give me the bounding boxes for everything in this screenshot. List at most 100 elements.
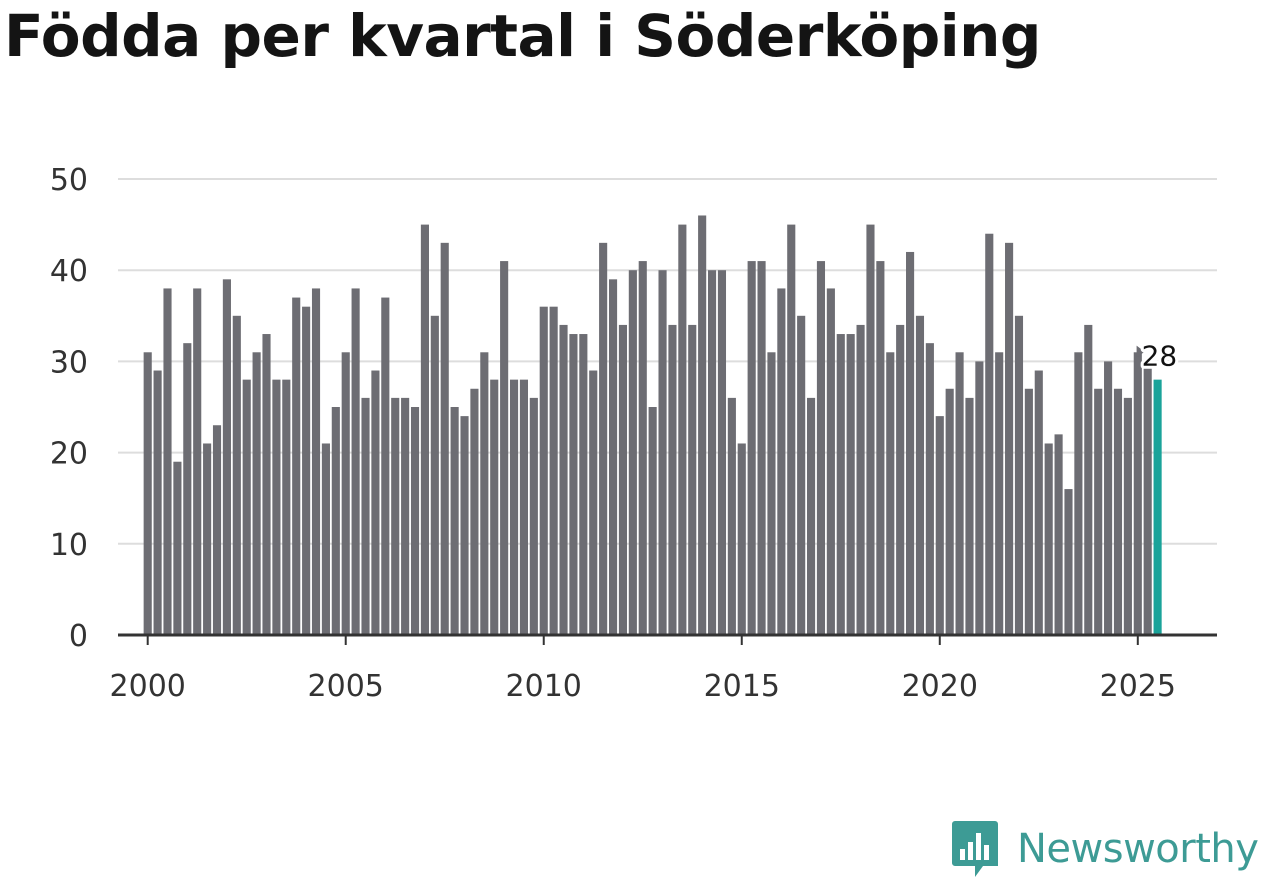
bar: [1005, 242, 1014, 635]
y-tick-label: 0: [69, 619, 88, 654]
bar: [519, 379, 528, 635]
bar: [292, 297, 301, 635]
bar: [252, 352, 261, 635]
y-tick-label: 10: [50, 528, 88, 563]
bar: [648, 407, 657, 635]
bar: [232, 315, 241, 635]
bar: [1084, 324, 1093, 635]
bar: [450, 407, 459, 635]
bar: [1143, 361, 1152, 635]
y-tick-label: 30: [50, 345, 88, 380]
bar: [975, 361, 984, 635]
bar: [747, 261, 756, 635]
bar: [559, 324, 568, 635]
bar: [212, 425, 222, 635]
bar: [1113, 388, 1123, 635]
bar: [500, 261, 509, 635]
bar: [381, 297, 390, 635]
bar: [371, 370, 380, 635]
bar: [173, 461, 182, 635]
newsworthy-logo-icon: [952, 821, 998, 877]
bar: [658, 270, 667, 635]
bar: [955, 352, 964, 635]
bar: [509, 379, 519, 635]
bar: [737, 443, 746, 635]
bar: [886, 352, 895, 635]
bar: [490, 379, 499, 635]
bar: [1104, 361, 1113, 635]
x-axis-labels: 2000 2005 2010 2015 2020 2025: [110, 669, 1176, 704]
bar: [1024, 388, 1033, 635]
bar: [846, 334, 855, 635]
bar: [143, 352, 152, 635]
brand-name: Newsworthy: [1017, 826, 1259, 872]
bar: [678, 224, 687, 635]
bar: [579, 334, 588, 635]
bar: [321, 443, 330, 635]
bar: [599, 242, 608, 635]
bars: [143, 215, 1162, 636]
x-tick-label: 2010: [506, 669, 582, 704]
bar: [193, 288, 202, 635]
bar: [915, 315, 925, 635]
bar: [539, 306, 548, 635]
x-tick-label: 2005: [308, 669, 384, 704]
bar: [1064, 489, 1073, 635]
bar: [707, 270, 717, 635]
bar: [876, 261, 885, 635]
chart-title: Födda per kvartal i Söderköping: [4, 2, 1041, 70]
bar: [401, 397, 410, 635]
bar: [668, 324, 677, 635]
bar: [727, 397, 736, 635]
bar: [995, 352, 1004, 635]
bar: [985, 233, 994, 635]
bar: [628, 270, 637, 635]
bar: [1014, 315, 1024, 635]
bar: [460, 416, 469, 635]
bar-latest: [1153, 379, 1162, 635]
bar: [163, 288, 172, 635]
bar: [1123, 397, 1132, 635]
bar: [826, 288, 835, 635]
bar: [262, 334, 271, 635]
y-tick-label: 40: [50, 254, 88, 289]
bar: [153, 370, 162, 635]
bar: [203, 443, 212, 635]
bar: [549, 306, 558, 635]
bar: [807, 397, 816, 635]
bar: [480, 352, 489, 635]
bar: [1044, 443, 1053, 635]
bar: [222, 279, 231, 635]
bar: [183, 343, 192, 635]
bar: [1074, 352, 1083, 635]
bar: [638, 261, 647, 635]
bar: [608, 279, 618, 635]
bar: [866, 224, 875, 635]
bar: [1094, 388, 1103, 635]
x-tick-label: 2020: [902, 669, 978, 704]
brand-logo: Newsworthy: [951, 818, 1259, 880]
bar: [935, 416, 944, 635]
bar: [440, 242, 449, 635]
bar: [420, 224, 429, 635]
bar: [797, 315, 806, 635]
bar: [717, 270, 727, 635]
bar: [391, 397, 400, 635]
bar: [906, 251, 915, 635]
y-tick-label: 20: [50, 437, 88, 472]
last-value-label: 28: [1142, 340, 1178, 373]
x-tick-label: 2000: [110, 669, 186, 704]
bar: [856, 324, 865, 635]
bar: [341, 352, 350, 635]
bar: [896, 324, 905, 635]
gridlines: [118, 178, 1217, 545]
annotation-pointer: [1136, 345, 1145, 358]
bar: [945, 388, 954, 635]
bar: [282, 379, 291, 635]
bar: [410, 407, 420, 635]
bar: [787, 224, 796, 635]
y-tick-label: 50: [50, 163, 88, 198]
bar: [302, 306, 311, 635]
bar: [1133, 352, 1142, 635]
